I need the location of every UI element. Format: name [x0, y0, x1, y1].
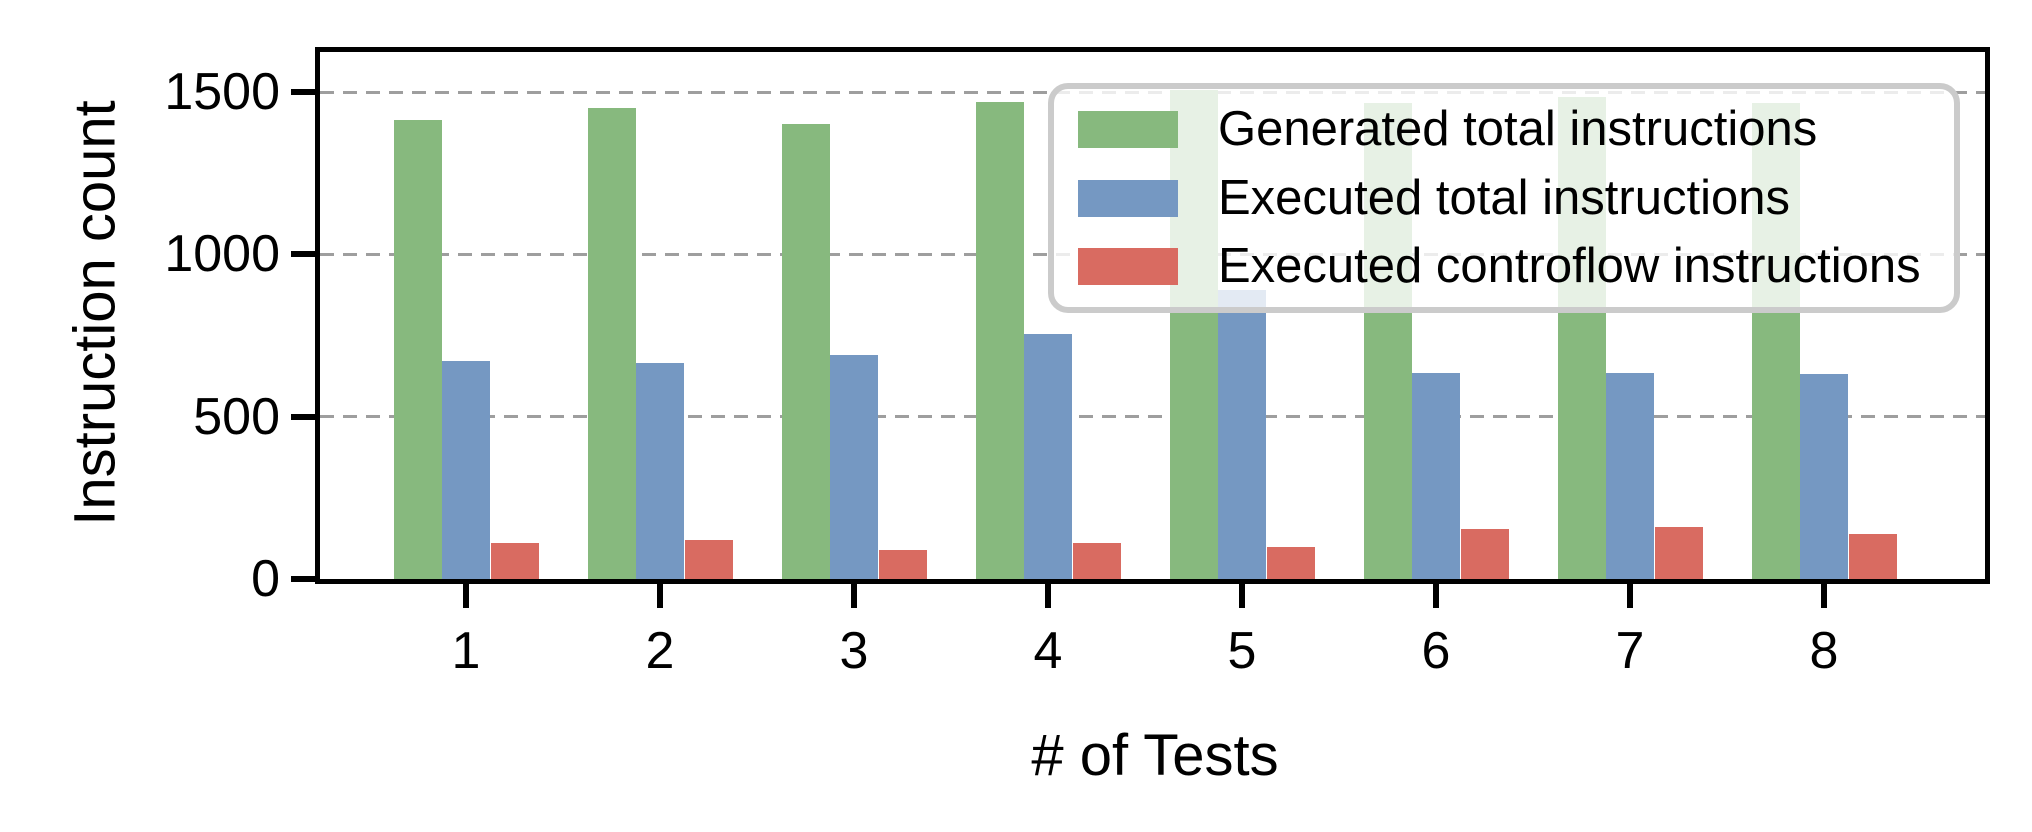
x-tick-mark-4	[1045, 584, 1051, 608]
bar-series2-test4	[1024, 333, 1072, 579]
x-tick-mark-1	[463, 584, 469, 608]
legend-swatch-green	[1078, 110, 1178, 148]
legend-row-executed-controflow: Executed controflow instructions	[1054, 232, 1954, 301]
gridline-500	[320, 415, 1985, 419]
bar-series2-test6	[1412, 372, 1460, 579]
legend-label-generated-total: Generated total instructions	[1218, 101, 1818, 156]
legend-label-executed-controflow: Executed controflow instructions	[1218, 239, 1921, 294]
x-tick-label-3: 3	[839, 622, 869, 680]
bar-series3-test6	[1460, 528, 1509, 579]
x-tick-mark-8	[1821, 584, 1827, 608]
bar-series2-test2	[636, 363, 684, 579]
x-tick-label-4: 4	[1033, 622, 1063, 680]
bar-series1-test1	[393, 119, 442, 579]
legend-row-executed-total: Executed total instructions	[1054, 164, 1954, 233]
bar-series3-test2	[684, 540, 733, 579]
y-tick-label-0: 0	[251, 550, 280, 608]
bar-series1-test2	[587, 108, 636, 579]
bar-series1-test4	[975, 101, 1024, 579]
bar-series2-test1	[442, 361, 490, 579]
bar-series3-test7	[1654, 527, 1703, 579]
y-axis-label: Instruction count	[62, 100, 128, 526]
y-tick-mark-1000	[291, 251, 315, 258]
legend-swatch-red	[1078, 248, 1178, 286]
x-tick-label-8: 8	[1809, 622, 1839, 680]
bar-series3-test5	[1266, 546, 1315, 579]
x-tick-label-6: 6	[1421, 622, 1451, 680]
y-tick-mark-500	[291, 413, 315, 420]
y-tick-label-1000: 1000	[164, 225, 280, 284]
legend: Generated total instructions Executed to…	[1048, 83, 1960, 313]
x-tick-mark-2	[657, 584, 663, 608]
bar-series2-test3	[830, 354, 878, 579]
legend-row-generated-total: Generated total instructions	[1054, 95, 1954, 164]
bar-series3-test1	[490, 543, 539, 579]
x-tick-label-2: 2	[645, 622, 675, 680]
y-tick-label-500: 500	[193, 387, 280, 446]
x-tick-mark-3	[851, 584, 857, 608]
x-tick-mark-7	[1627, 584, 1633, 608]
x-axis-label: # of Tests	[1031, 723, 1279, 788]
y-tick-mark-1500	[291, 89, 315, 95]
bar-series3-test8	[1848, 533, 1897, 579]
bar-series2-test7	[1606, 372, 1654, 579]
y-tick-mark-0	[291, 576, 315, 582]
bar-series2-test8	[1800, 374, 1848, 579]
bar-series1-test3	[781, 124, 830, 579]
x-tick-label-7: 7	[1615, 622, 1645, 680]
legend-label-executed-total: Executed total instructions	[1218, 170, 1790, 225]
legend-swatch-blue	[1078, 179, 1178, 217]
y-tick-label-1500: 1500	[164, 63, 280, 121]
bar-series3-test4	[1072, 542, 1121, 579]
x-tick-label-5: 5	[1227, 622, 1257, 680]
x-tick-mark-5	[1239, 584, 1245, 608]
x-tick-label-1: 1	[451, 622, 481, 680]
x-tick-mark-6	[1433, 584, 1439, 608]
bar-series3-test3	[878, 549, 927, 579]
bar-series2-test5	[1218, 290, 1266, 579]
